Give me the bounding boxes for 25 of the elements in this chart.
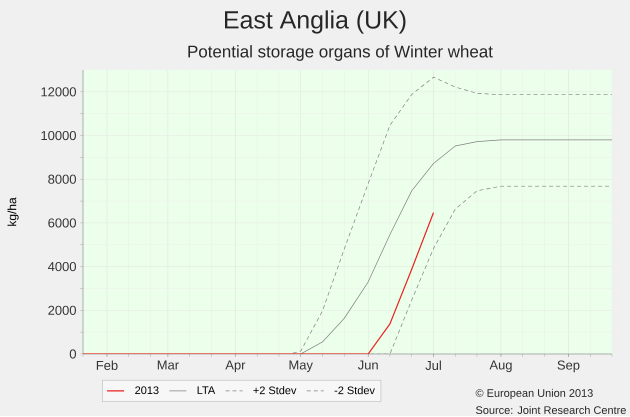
- legend-label: -2 Stdev: [334, 386, 375, 394]
- chart-subtitle: Potential storage organs of Winter wheat: [188, 44, 493, 61]
- x-tick-label: Sep: [558, 360, 580, 372]
- y-tick-label: 8000: [48, 174, 76, 184]
- x-tick-label: Feb: [96, 360, 118, 370]
- y-tick-label: 0: [70, 349, 76, 358]
- legend-label: LTA: [198, 386, 216, 394]
- y-tick-label: 2000: [48, 306, 76, 315]
- y-axis-title: kg/ha: [8, 197, 19, 226]
- source-note: Source: Joint Research Centre: [476, 406, 626, 414]
- text: © European Union 2013: [476, 388, 593, 399]
- legend-label: 2013: [135, 386, 159, 394]
- x-tick-label: Apr: [225, 360, 246, 372]
- y-tick-label: 6000: [48, 218, 76, 228]
- x-tick-label: Jul: [425, 360, 441, 370]
- legend-label: +2 Stdev: [253, 386, 296, 394]
- x-tick-label: Mar: [158, 360, 179, 370]
- y-tick-label: 12000: [41, 87, 76, 96]
- x-tick-label: Aug: [489, 360, 512, 372]
- line-series: [83, 212, 434, 354]
- chart-title: East Anglia (UK): [225, 10, 406, 34]
- x-tick-label: Jun: [358, 360, 378, 370]
- y-tick-label: 10000: [41, 130, 76, 140]
- x-tick-label: May: [290, 360, 313, 372]
- y-tick-label: 4000: [48, 262, 76, 272]
